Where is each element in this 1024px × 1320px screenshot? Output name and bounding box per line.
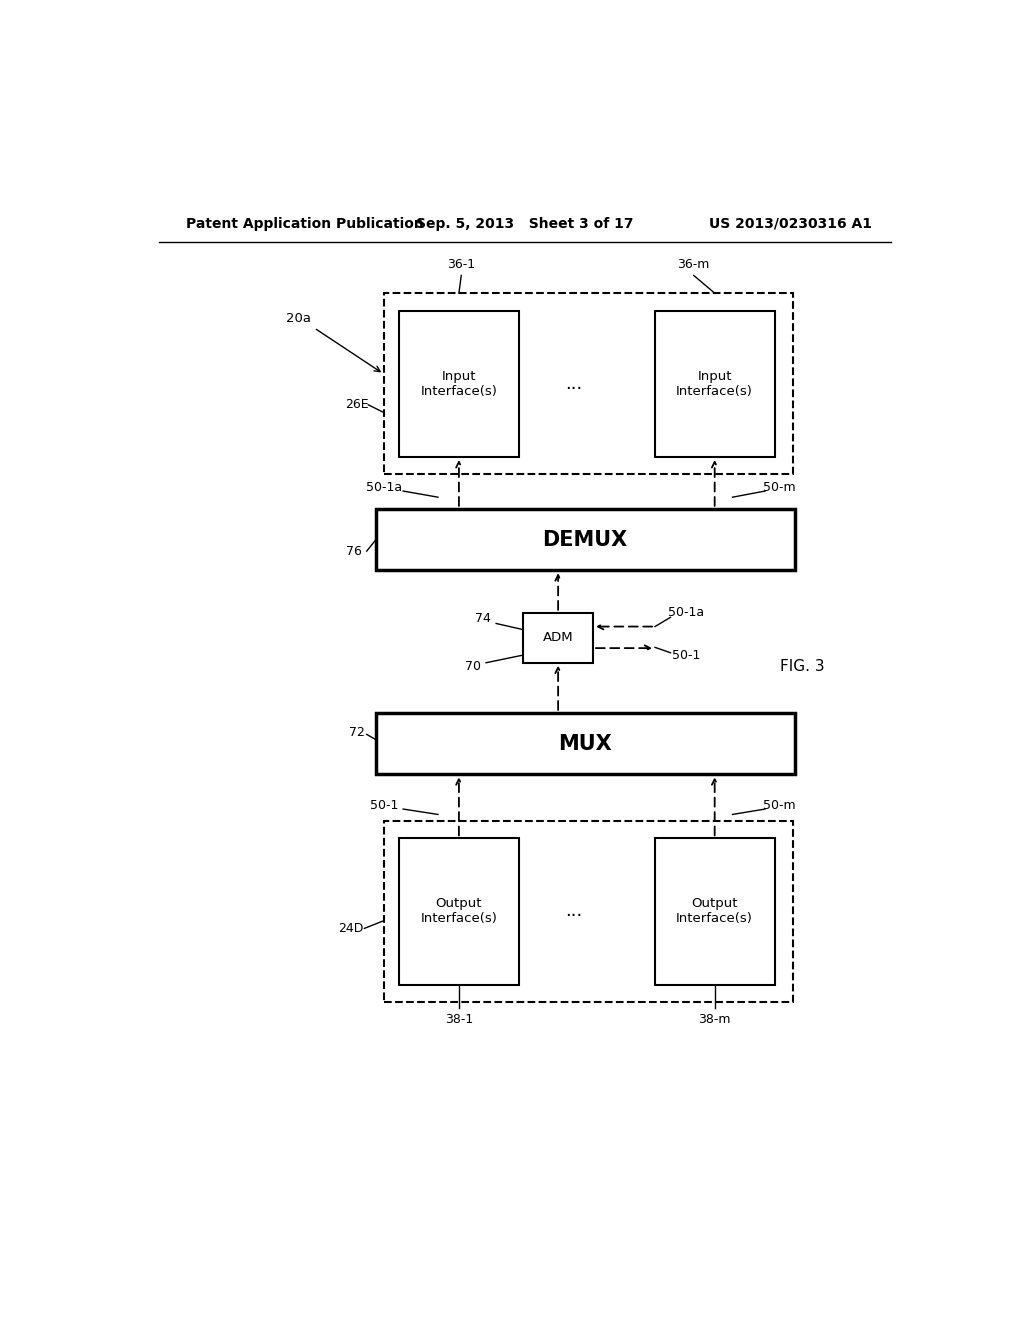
Text: 50-1: 50-1 xyxy=(672,648,700,661)
Text: 38-1: 38-1 xyxy=(444,1012,473,1026)
Bar xyxy=(523,612,593,663)
Text: Output
Interface(s): Output Interface(s) xyxy=(676,898,753,925)
Text: DEMUX: DEMUX xyxy=(543,529,628,549)
Bar xyxy=(384,821,793,1002)
Text: 50-1a: 50-1a xyxy=(366,482,401,495)
Bar xyxy=(399,838,519,985)
Text: 36-m: 36-m xyxy=(678,259,710,271)
Text: 76: 76 xyxy=(346,545,362,557)
Text: 50-1a: 50-1a xyxy=(668,606,705,619)
Text: 50-m: 50-m xyxy=(763,799,796,812)
Text: 26E: 26E xyxy=(345,399,369,412)
Bar xyxy=(384,293,793,474)
Text: Sep. 5, 2013   Sheet 3 of 17: Sep. 5, 2013 Sheet 3 of 17 xyxy=(416,216,634,231)
Text: Input
Interface(s): Input Interface(s) xyxy=(676,370,753,399)
Text: Patent Application Publication: Patent Application Publication xyxy=(186,216,424,231)
Text: 70: 70 xyxy=(465,660,481,673)
Text: 38-m: 38-m xyxy=(698,1012,731,1026)
Text: Input
Interface(s): Input Interface(s) xyxy=(421,370,498,399)
Bar xyxy=(376,508,795,570)
Bar xyxy=(399,312,519,457)
Text: 74: 74 xyxy=(475,612,490,626)
Text: ...: ... xyxy=(565,375,583,393)
Bar xyxy=(376,713,795,775)
Text: MUX: MUX xyxy=(558,734,612,754)
Text: ADM: ADM xyxy=(543,631,573,644)
Text: Output
Interface(s): Output Interface(s) xyxy=(421,898,498,925)
Bar xyxy=(655,312,775,457)
Text: 72: 72 xyxy=(349,726,365,739)
Text: 20a: 20a xyxy=(286,312,311,325)
Text: FIG. 3: FIG. 3 xyxy=(780,659,824,675)
Text: US 2013/0230316 A1: US 2013/0230316 A1 xyxy=(709,216,872,231)
Bar xyxy=(655,838,775,985)
Text: ...: ... xyxy=(565,903,583,920)
Text: 36-1: 36-1 xyxy=(447,259,475,271)
Text: 50-m: 50-m xyxy=(763,482,796,495)
Text: 50-1: 50-1 xyxy=(370,799,398,812)
Text: 24D: 24D xyxy=(339,921,364,935)
